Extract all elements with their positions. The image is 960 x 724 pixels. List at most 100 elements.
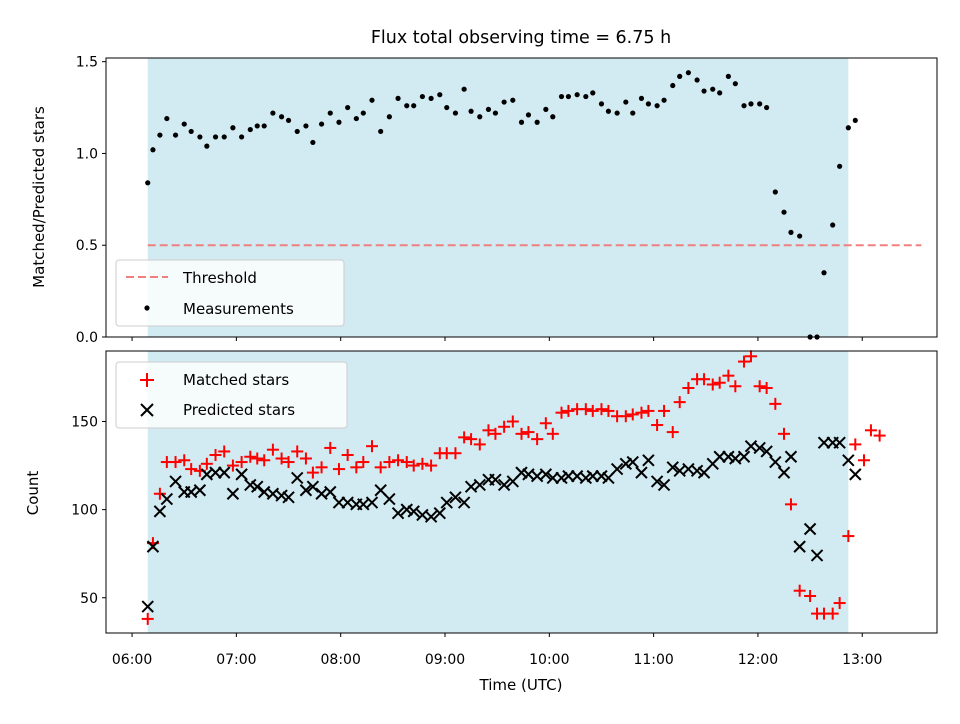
chart-title: Flux total observing time = 6.75 h [371, 28, 671, 48]
predicted-star-point [251, 480, 264, 493]
measurement-point [353, 115, 359, 122]
matched-star-point [383, 456, 396, 469]
time-x-ticks: 06:00 07:00 08:00 09:00 10:00 11:00 12:00 13:00 [112, 633, 882, 668]
measurement-point [395, 95, 401, 101]
measurement-point [550, 114, 556, 120]
matched-star-point [522, 426, 535, 439]
matched-star-point [793, 584, 806, 597]
measurement-point [764, 104, 770, 111]
measurement-point [157, 132, 163, 138]
matched-star-point [682, 382, 695, 395]
matched-star-point [200, 457, 213, 470]
matched-legend-label: Matched stars [183, 371, 289, 389]
measurement-point [444, 104, 450, 111]
predicted-star-point [497, 478, 511, 492]
predicted-star-point [365, 496, 379, 509]
measurement-point [310, 139, 316, 146]
measurement-point [254, 123, 260, 129]
predicted-star-point [784, 450, 798, 463]
measurement-point [788, 229, 794, 235]
predicted-star-point [324, 485, 337, 499]
measurement-point [654, 103, 660, 109]
predicted-star-point [457, 496, 471, 509]
matched-star-point [546, 427, 559, 440]
matched-star-point [332, 463, 345, 476]
measurement-point [247, 126, 253, 133]
measurement-point [285, 117, 292, 124]
x-tick-label: 07:00 [216, 652, 256, 668]
matched-star-point [722, 369, 735, 382]
matched-star-point [857, 454, 870, 467]
y-tick-label: 100 [71, 503, 98, 519]
predicted-star-point [146, 540, 160, 553]
y-tick-label: 50 [80, 591, 98, 607]
measurement-point [360, 110, 366, 116]
matched-star-point [698, 373, 711, 386]
matched-star-point [392, 454, 405, 467]
ratio-panel: 0.0 0.5 1.0 1.5 Matched/Predicted stars Thr… [30, 55, 938, 346]
predicted-star-point [391, 506, 405, 520]
predicted-star-point [626, 455, 639, 469]
measurement-point [428, 95, 434, 101]
ratio-legend-box [115, 259, 345, 327]
x-tick-label: 06:00 [112, 652, 152, 668]
matched-star-point [778, 427, 791, 440]
predicted-star-point [141, 600, 154, 613]
measurement-point [294, 128, 300, 135]
matched-star-point [218, 445, 231, 458]
measurement-points [145, 70, 858, 340]
measurement-point [645, 101, 652, 107]
measurement-point [590, 90, 596, 96]
y-tick-label: 150 [71, 415, 98, 431]
measurement-point [411, 103, 417, 109]
ratio-y-ticks: 0.0 0.5 1.0 1.5 [76, 55, 106, 346]
threshold-legend-label: Threshold [182, 269, 257, 287]
matched-star-point [291, 445, 304, 458]
predicted-star-point [193, 484, 207, 497]
measurement-point [677, 73, 683, 79]
predicted-star-point [769, 455, 782, 469]
matched-star-point [744, 350, 757, 363]
measurement-point [710, 86, 716, 92]
measurement-point [614, 110, 620, 116]
measurement-point [485, 106, 492, 112]
matched-star-point [258, 454, 271, 467]
matched-star-point [706, 378, 719, 391]
measurement-point [543, 106, 549, 112]
predicted-star-point [650, 475, 664, 488]
predicted-star-point [306, 480, 320, 493]
matched-star-point [555, 406, 568, 419]
matched-star-point [141, 612, 154, 625]
matched-star-point [251, 452, 264, 465]
predicted-star-point [760, 445, 773, 458]
matched-star-point [842, 530, 855, 543]
measurement-point [781, 209, 787, 215]
predicted-star-point [169, 475, 182, 488]
matched-star-point [482, 424, 495, 437]
matched-star-point [282, 456, 295, 469]
measurements-legend-swatch [144, 305, 150, 311]
x-axis-label: Time (UTC) [479, 676, 563, 694]
measurement-point [558, 93, 565, 100]
predicted-legend-label: Predicted stars [183, 401, 295, 419]
matched-star-point [374, 461, 387, 474]
counts-plot-frame [105, 350, 938, 634]
measurement-point [212, 134, 219, 140]
measurement-point [821, 270, 827, 276]
measurement-point [270, 110, 276, 116]
count-y-axis-label: Count [24, 471, 42, 516]
count-y-ticks: 50 100 150 [71, 415, 106, 607]
y-tick-label: 1.0 [76, 146, 98, 162]
predicted-star-point [539, 468, 553, 481]
matched-star-point [425, 459, 438, 472]
matched-star-point [357, 456, 370, 469]
matched-star-point [178, 454, 191, 467]
predicted-star-point [803, 522, 817, 536]
ratio-plot-frame [105, 57, 938, 338]
measurement-point [623, 99, 629, 105]
matched-star-point [729, 380, 742, 393]
measurement-point [327, 110, 333, 116]
measurement-point [565, 93, 572, 100]
matched-star-point [738, 355, 751, 368]
measurement-point [150, 147, 156, 153]
